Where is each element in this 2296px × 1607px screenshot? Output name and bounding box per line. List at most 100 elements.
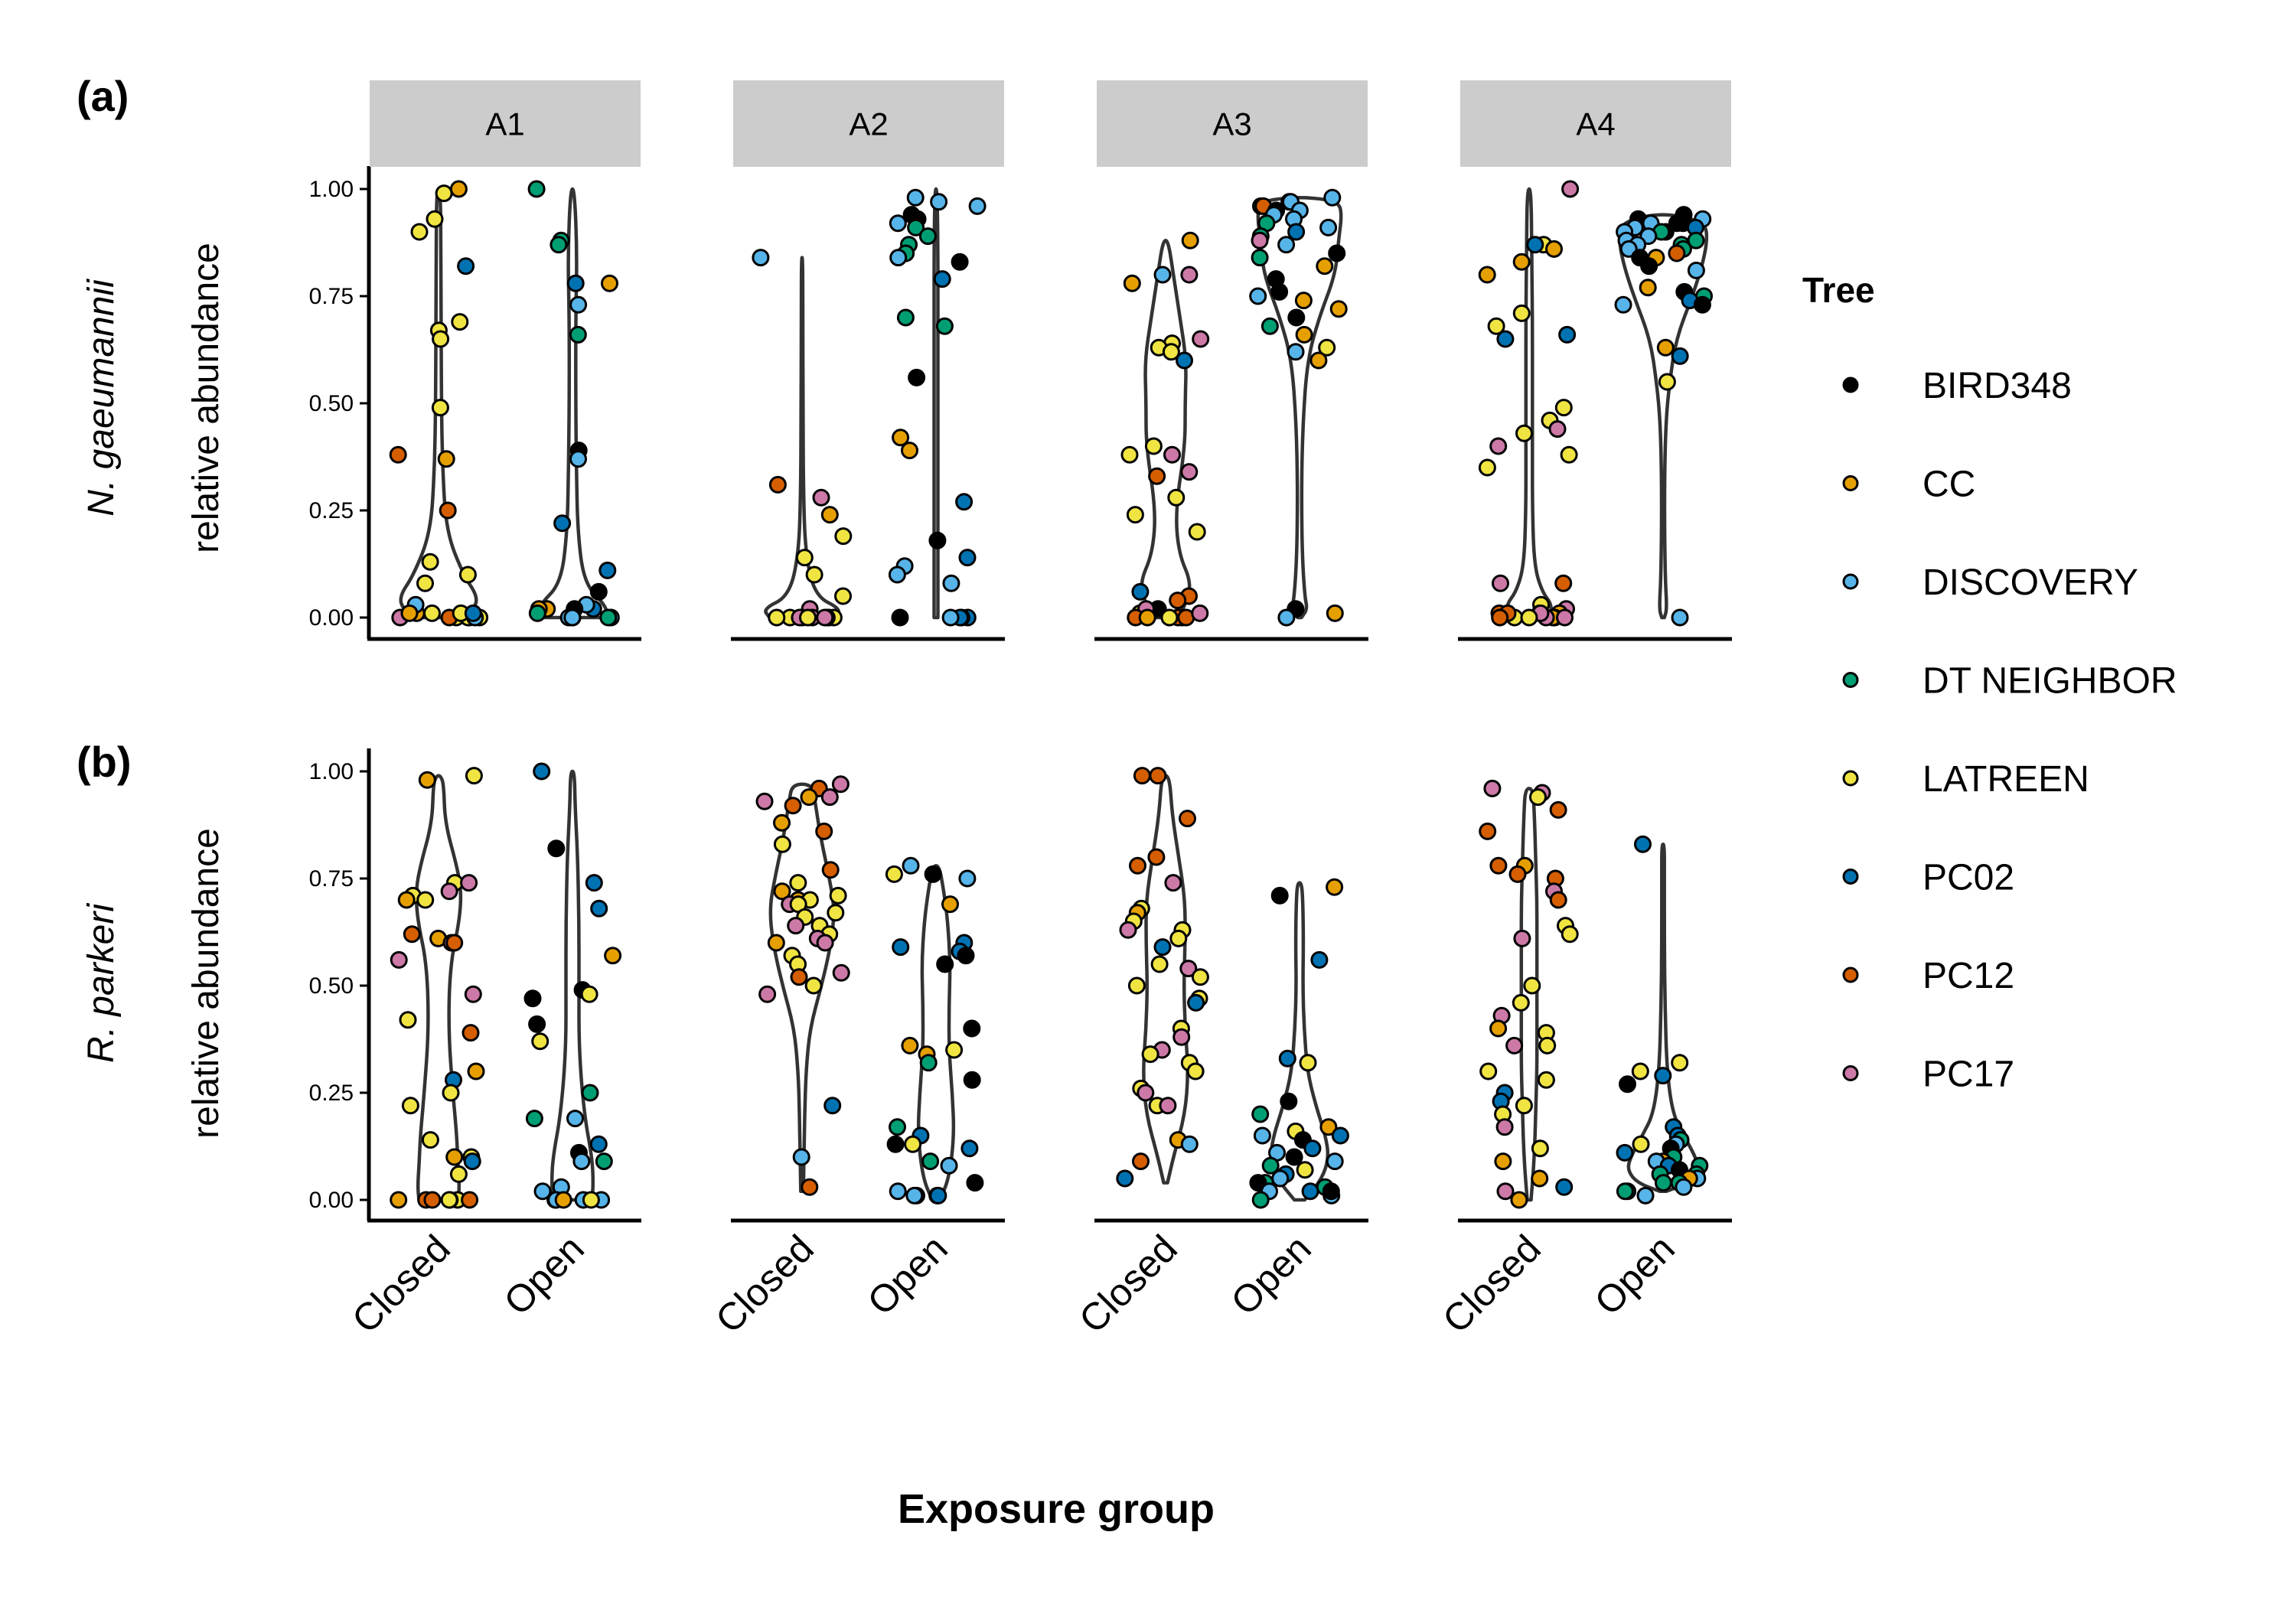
point-pc17 [1505,1036,1524,1054]
point-pc02 [464,604,482,622]
point-discovery [930,193,948,211]
point-cc [1181,231,1199,249]
point-cc [1326,604,1344,622]
y-tick-label: 0.25 [309,1081,354,1106]
y-tick-label: 0.00 [309,1188,354,1213]
point-latreen [465,767,483,785]
point-cc [1478,266,1496,284]
point-pc17 [1191,604,1209,622]
y-tick-label: 0.50 [309,391,354,416]
point-cc [1494,1152,1512,1171]
point-latreen [1671,1054,1689,1072]
point-cc [901,1036,919,1054]
violin-open [1626,842,1700,1194]
point-discovery [958,869,977,888]
point-pc02 [1287,223,1306,241]
point-bird348 [1287,308,1306,327]
point-dt-neighbor [581,1084,599,1102]
legend-item-pc02: PC02 [1842,858,2014,898]
point-bird348 [928,531,947,549]
point-latreen [1144,437,1163,455]
point-discovery [1287,343,1305,361]
point-dt-neighbor [528,604,546,622]
row-a: 0.00 0.25 0.50 0.75 1.00 A1 A2 A3 A4 [309,80,1732,641]
x-tick-label: Open [1587,1227,1683,1323]
point-latreen [1658,373,1676,391]
point-pc02 [1671,347,1689,365]
y-tick-label: 1.00 [309,759,354,784]
legend-label: CC [1923,464,1975,505]
point-discovery [1319,218,1338,236]
point-latreen [885,865,903,883]
point-cc [1639,279,1657,297]
facet-panel-a3: Closed Open [1071,767,1368,1341]
point-bird348 [1270,886,1289,905]
point-cc [1294,292,1313,310]
point-pc12 [790,968,808,986]
point-cc [397,891,416,909]
legend-swatch [1842,376,1859,393]
point-discovery [569,295,588,314]
point-latreen [1515,1097,1533,1115]
point-cc [901,442,918,460]
point-pc17 [1192,330,1210,348]
point-bird348 [1619,1075,1636,1094]
point-bird348 [957,947,975,965]
point-pc12 [1132,1152,1150,1171]
point-discovery [968,197,987,215]
legend-swatch [1842,573,1859,590]
point-latreen [827,904,845,922]
point-latreen [1318,338,1336,357]
point-pc17 [1561,180,1580,198]
point-pc17 [1556,608,1574,627]
point-discovery [1687,261,1705,279]
point-bird348 [589,582,608,601]
x-tick-label: Open [859,1227,956,1323]
point-latreen [1520,608,1538,627]
point-pc02 [1176,351,1193,370]
point-discovery [942,574,960,592]
point-latreen [1126,506,1144,524]
point-dt-neighbor [889,1118,906,1136]
point-latreen [1162,343,1180,361]
point-dt-neighbor [527,180,546,198]
point-dt-neighbor [1261,317,1279,335]
point-bird348 [1270,282,1289,301]
point-latreen [1512,993,1530,1012]
point-pc02 [1496,330,1515,348]
point-pc17 [1180,463,1199,481]
facet-panel-a2: Closed Open [707,775,1005,1341]
point-bird348 [528,1015,546,1033]
y-tick-label: 1.00 [309,177,354,202]
point-pc17 [758,985,777,1003]
point-latreen [416,891,435,909]
violin-closed [1140,238,1192,620]
point-dt-neighbor [1616,1182,1634,1201]
point-pc12 [1169,592,1187,610]
point-pc17 [812,488,830,507]
point-pc02 [1301,1182,1319,1201]
point-pc17 [1548,420,1567,438]
facet-strip [1097,80,1368,167]
point-pc02 [533,762,551,781]
facet-strip-label: A2 [849,106,888,142]
point-pc17 [460,874,478,892]
point-pc12 [461,1191,479,1209]
point-latreen [834,587,852,605]
point-bird348 [963,1071,981,1089]
point-discovery [566,1110,584,1128]
violin-open [916,863,956,1202]
point-pc02 [457,257,475,275]
point-pc17 [390,950,408,969]
point-bird348 [891,608,909,627]
point-latreen [829,886,847,905]
point-pc02 [960,1139,979,1158]
point-cc [892,429,910,447]
legend-swatch [1842,1065,1859,1081]
point-pc12 [1491,608,1509,627]
point-discovery [1249,287,1267,305]
point-latreen [945,1041,964,1059]
point-pc02 [585,874,603,892]
facet-strip [733,80,1004,167]
